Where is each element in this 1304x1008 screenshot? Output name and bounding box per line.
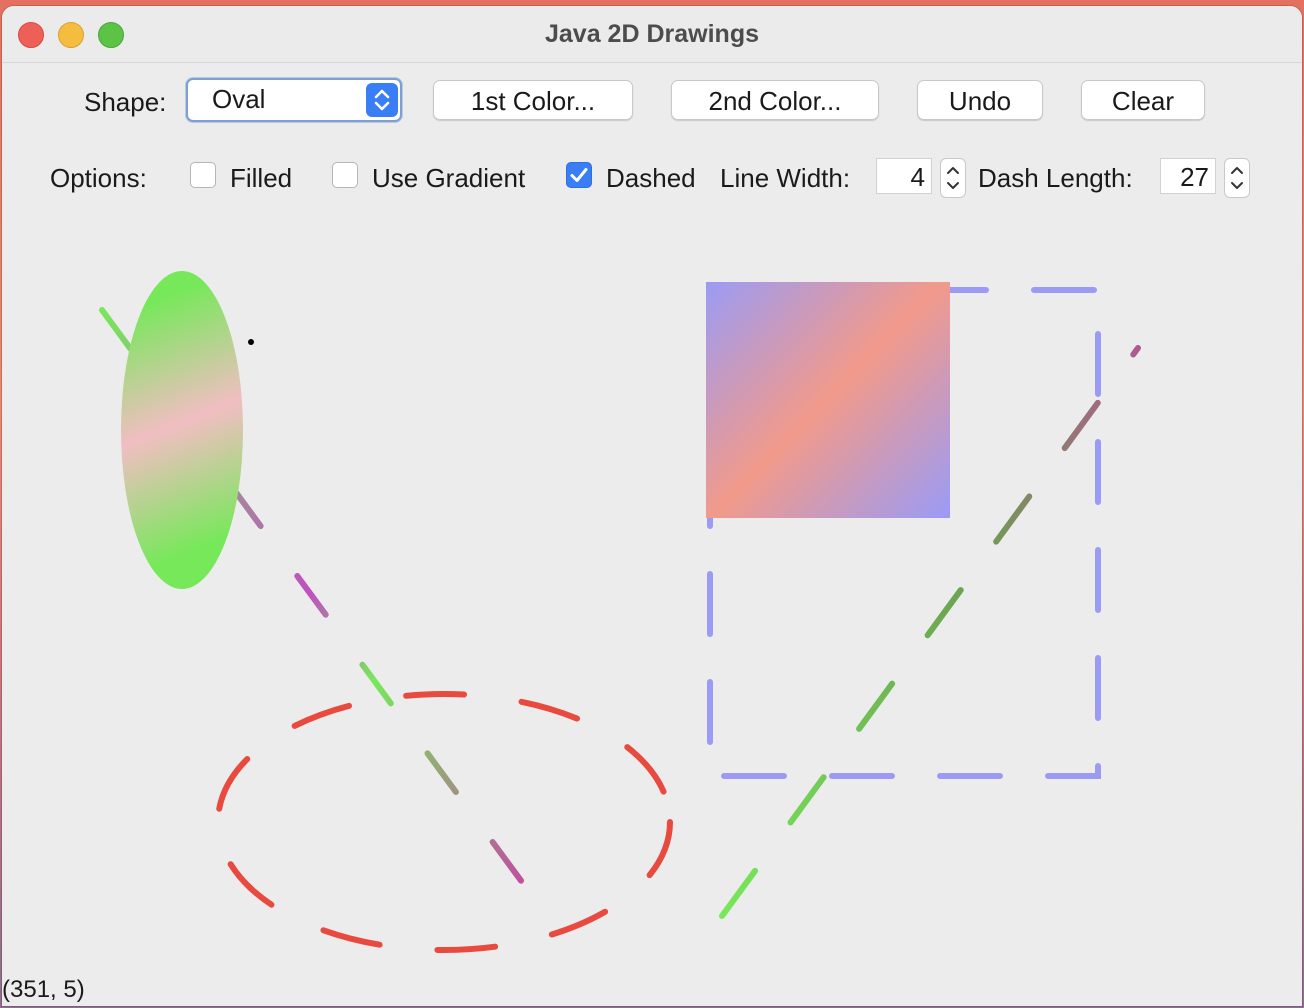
line-width-stepper[interactable] <box>940 158 966 198</box>
dash-length-label: Dash Length: <box>978 163 1133 193</box>
app-window: Java 2D Drawings Shape: Oval 1st Color..… <box>2 6 1302 1006</box>
line-width-field[interactable]: 4 <box>876 158 932 194</box>
stepper-arrows-icon <box>1231 167 1243 189</box>
chevron-updown-icon <box>366 83 398 117</box>
use-gradient-label: Use Gradient <box>372 163 526 193</box>
checkmark-icon <box>570 168 588 182</box>
dash-length-stepper[interactable] <box>1224 158 1250 198</box>
filled-checkbox[interactable] <box>190 162 216 188</box>
mouse-position-status: (351, 5) <box>2 976 85 1003</box>
minimize-window-button[interactable] <box>58 22 84 48</box>
dashed-label: Dashed <box>606 163 696 193</box>
clear-button[interactable]: Clear <box>1081 80 1205 120</box>
options-label: Options: <box>50 163 147 193</box>
second-color-button[interactable]: 2nd Color... <box>671 80 879 120</box>
stepper-arrows-icon <box>947 167 959 189</box>
undo-button[interactable]: Undo <box>917 80 1043 120</box>
first-color-button[interactable]: 1st Color... <box>433 80 633 120</box>
shape-select[interactable]: Oval <box>186 78 402 122</box>
shape-label: Shape: <box>84 87 167 117</box>
close-window-button[interactable] <box>18 22 44 48</box>
use-gradient-checkbox[interactable] <box>332 162 358 188</box>
title-bar: Java 2D Drawings <box>2 6 1302 63</box>
dashed-oval <box>215 691 673 953</box>
gradient-oval <box>121 271 243 589</box>
filled-label: Filled <box>230 163 293 193</box>
window-title: Java 2D Drawings <box>545 20 759 48</box>
dashed-line <box>719 345 1141 919</box>
point-dot <box>248 339 254 345</box>
dash-length-field[interactable]: 27 <box>1160 158 1216 194</box>
maximize-window-button[interactable] <box>98 22 124 48</box>
dashed-checkbox[interactable] <box>566 162 592 188</box>
drawing-canvas[interactable] <box>2 216 1302 1006</box>
shape-select-value: Oval <box>212 84 266 114</box>
line-width-label: Line Width: <box>720 163 851 193</box>
gradient-rectangle <box>706 282 950 518</box>
